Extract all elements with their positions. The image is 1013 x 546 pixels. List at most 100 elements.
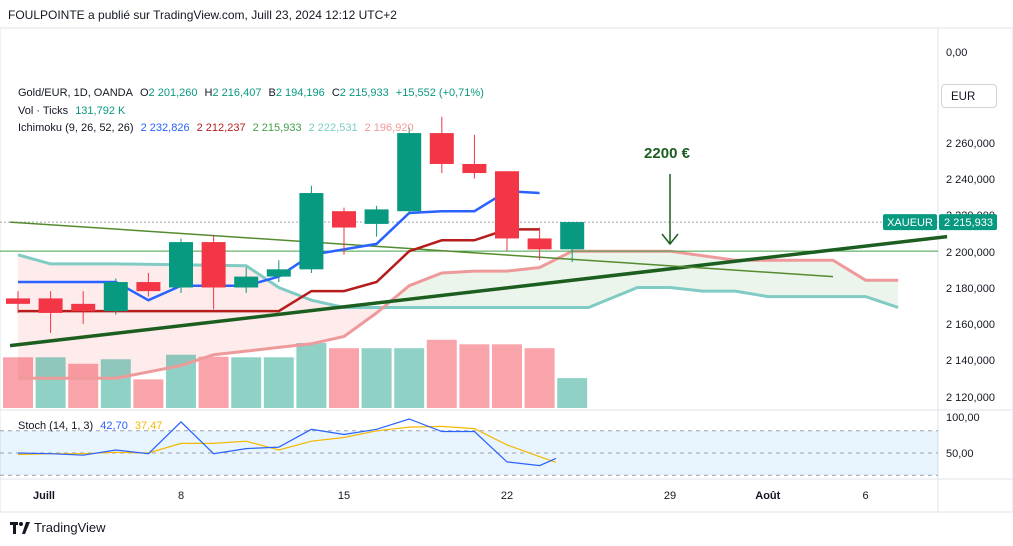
time-tick-label-4: 29 (664, 490, 676, 502)
stoch-tick-label-1: 50,00 (946, 448, 974, 460)
candle-body-11 (364, 209, 389, 224)
volume-bar-8 (263, 357, 294, 408)
ichimoku-span-a-line (18, 249, 899, 380)
grid (0, 27, 1013, 513)
price-tag-value: 2 215,933 (944, 217, 993, 229)
stoch-d-line (17, 425, 557, 463)
volume-bar-14 (459, 344, 490, 408)
candle-body-17 (560, 222, 585, 250)
candle-body-10 (332, 211, 356, 228)
candle-body-1 (38, 298, 63, 313)
price-tag-value-bg (939, 214, 997, 231)
time-tick-label-0: Juill (33, 490, 55, 502)
legend-volume-value: 131,792 K (75, 105, 126, 117)
candle-body-13 (429, 133, 454, 164)
stoch-k-line (17, 418, 557, 467)
stoch-d-value: 37,47 (134, 420, 163, 432)
chart-frame (0, 27, 1013, 513)
volume-bar-12 (394, 348, 425, 408)
published-header: FOULPOINTE a publié sur TradingView.com,… (8, 8, 397, 22)
price-tick-label-0: 0,00 (946, 47, 967, 59)
trendline-resistance (9, 221, 834, 278)
volume-bar-7 (231, 357, 262, 408)
ichimoku-kijun-line (18, 228, 540, 313)
candle-body-14 (462, 163, 487, 174)
volume-bars (3, 339, 588, 408)
candle-body-15 (495, 171, 519, 239)
tradingview-logo-icon (10, 521, 30, 534)
volume-bar-16 (524, 348, 555, 408)
candle-body-9 (299, 193, 324, 270)
ichimoku-span-b-line (17, 253, 899, 309)
volume-bar-4 (133, 379, 164, 408)
candle-body-2 (71, 303, 96, 312)
candles (6, 116, 585, 333)
stoch-band (0, 430, 938, 476)
price-tick-label-6: 2 160,000 (946, 319, 995, 331)
cloud-segment-1 (383, 251, 899, 308)
ichimoku-spana-value: 2 196,920 (364, 122, 414, 134)
legend-symbol: Gold/EUR, 1D, OANDA (18, 87, 133, 99)
candle-body-6 (201, 242, 226, 288)
indicator-lines (0, 189, 948, 380)
ichimoku-tenkan-value: 2 232,826 (140, 122, 190, 134)
annotation-arrow-head (661, 233, 679, 246)
price-tick-label-8: 2 120,000 (946, 392, 995, 404)
price-tick-label-5: 2 180,000 (946, 283, 995, 295)
ichimoku-cloud (18, 251, 899, 379)
volume-bar-2 (68, 363, 99, 408)
volume-bar-0 (3, 357, 33, 408)
ichimoku-chikou-value: 2 215,933 (252, 122, 302, 134)
volume-bar-1 (35, 357, 66, 408)
candle-body-8 (266, 269, 291, 277)
stoch-tick-label-0: 100,00 (946, 412, 980, 424)
trendline-support (9, 234, 948, 348)
volume-bar-15 (492, 344, 522, 408)
legend-ichimoku: Ichimoku (9, 26, 52, 26) 2 232,826 2 212… (18, 122, 414, 134)
tradingview-brand[interactable]: TradingView (10, 520, 106, 535)
volume-bar-6 (198, 356, 229, 408)
volume-bar-17 (557, 378, 588, 408)
candle-body-12 (397, 133, 422, 212)
currency-button[interactable]: EUR (941, 84, 997, 108)
ichimoku-spanb-value: 2 222,531 (308, 122, 358, 134)
stoch-k-value: 42,70 (100, 420, 128, 432)
volume-bar-3 (100, 359, 131, 408)
volume-bar-9 (296, 343, 327, 408)
time-tick-label-1: 8 (178, 490, 184, 502)
candle-body-5 (169, 242, 193, 288)
stochastic-pane (0, 418, 938, 476)
legend-stoch: Stoch (14, 1, 3) 42,70 37,47 (18, 420, 163, 432)
price-tick-label-2: 2 240,000 (946, 174, 995, 186)
volume-bar-10 (329, 348, 359, 408)
annotations: XAUEUR 2 215,933 2200 € (644, 145, 997, 246)
price-tick-label-1: 2 260,000 (946, 138, 995, 150)
ichimoku-kijun-value: 2 212,237 (196, 122, 246, 134)
legend-open: 2 201,260 (148, 87, 198, 99)
candle-body-16 (527, 238, 552, 250)
time-tick-label-2: 15 (338, 490, 350, 502)
legend-volume: Vol · Ticks 131,792 K (18, 105, 126, 117)
legend-high: 2 216,407 (212, 87, 262, 99)
volume-bar-11 (361, 348, 392, 408)
annotation-label: 2200 € (644, 145, 691, 162)
time-tick-label-5: Août (755, 490, 780, 502)
legend-ohlc: Gold/EUR, 1D, OANDA O2 201,260 H2 216,40… (18, 87, 484, 99)
candle-body-4 (136, 282, 161, 292)
candle-body-0 (6, 298, 30, 304)
brand-name: TradingView (34, 520, 106, 535)
time-tick-label-6: 6 (863, 490, 869, 502)
price-tick-label-7: 2 140,000 (946, 355, 995, 367)
price-tick-label-4: 2 200,000 (946, 247, 995, 259)
price-tag-symbol: XAUEUR (887, 217, 933, 229)
legend-change: +15,552 (+0,71%) (395, 87, 484, 99)
candle-body-3 (103, 282, 128, 312)
volume-bar-13 (426, 339, 457, 408)
legend-low: 2 194,196 (275, 87, 325, 99)
time-tick-label-3: 22 (501, 490, 513, 502)
legend-close: 2 215,933 (339, 87, 389, 99)
price-tag-symbol-bg (883, 214, 937, 231)
candle-body-7 (234, 276, 259, 288)
